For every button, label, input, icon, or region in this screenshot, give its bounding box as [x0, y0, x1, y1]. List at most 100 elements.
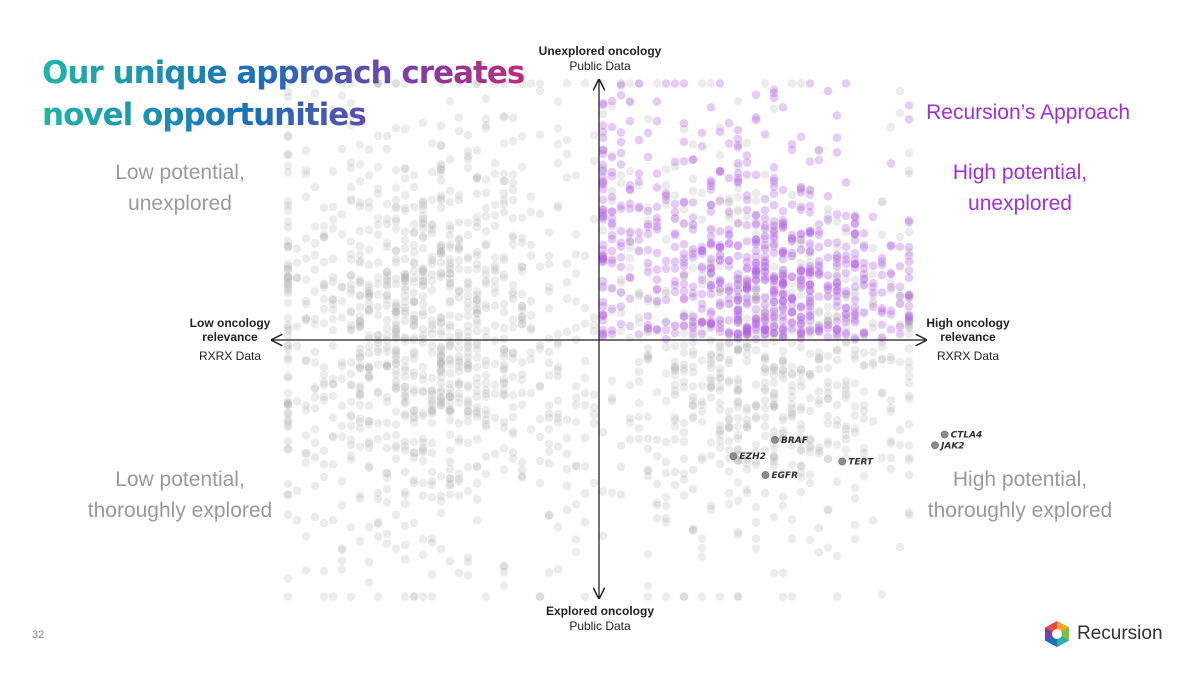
data-point — [301, 356, 311, 365]
data-point — [391, 510, 401, 520]
data-point — [283, 298, 293, 307]
highlight-point — [742, 298, 752, 307]
highlight-point — [796, 280, 806, 289]
data-point — [796, 304, 806, 313]
data-point — [346, 324, 356, 333]
highlight-point — [643, 267, 653, 277]
highlight-point — [715, 167, 725, 176]
data-point — [787, 534, 797, 544]
data-point — [355, 198, 365, 207]
data-point — [382, 291, 392, 301]
data-point — [283, 415, 293, 425]
data-point — [445, 479, 455, 488]
highlight-point — [841, 79, 851, 88]
data-point — [346, 455, 356, 464]
data-point — [364, 522, 374, 532]
data-point — [769, 362, 779, 372]
data-point — [769, 513, 779, 522]
data-point — [679, 491, 689, 500]
data-point — [706, 262, 716, 272]
data-point — [364, 289, 374, 298]
data-point — [544, 568, 554, 577]
data-point — [481, 405, 491, 415]
data-point — [400, 272, 410, 281]
highlight-point — [769, 273, 779, 283]
data-point — [454, 568, 464, 578]
highlight-point — [706, 178, 716, 188]
data-point — [832, 269, 842, 279]
highlight-point — [850, 255, 860, 264]
data-point — [283, 352, 293, 362]
data-point — [391, 420, 401, 429]
data-point — [355, 140, 365, 149]
data-point — [382, 199, 392, 209]
data-point — [796, 369, 806, 378]
data-point — [886, 407, 896, 416]
data-point — [787, 515, 797, 524]
axis-right-title-1: High oncology — [926, 316, 1010, 330]
data-point — [472, 79, 482, 88]
data-point — [571, 171, 581, 180]
highlight-point — [760, 221, 770, 230]
highlight-point — [805, 267, 815, 277]
highlight-point — [598, 133, 608, 143]
data-point — [652, 297, 662, 307]
data-point — [823, 440, 833, 449]
data-point — [400, 499, 410, 509]
data-point — [841, 435, 851, 444]
data-point — [805, 349, 815, 359]
data-point — [760, 355, 770, 365]
data-point — [742, 138, 752, 148]
data-point — [886, 278, 896, 288]
highlight-point — [598, 204, 608, 214]
data-point — [904, 290, 914, 300]
highlight-point — [715, 167, 725, 176]
data-point — [382, 443, 392, 453]
data-point — [706, 363, 716, 373]
data-point — [427, 373, 437, 383]
highlight-point — [760, 316, 770, 326]
data-point — [445, 398, 455, 408]
highlight-point — [769, 189, 779, 198]
highlight-point — [850, 229, 860, 238]
highlight-point — [778, 265, 788, 275]
data-point — [427, 534, 437, 543]
highlight-point — [715, 278, 725, 287]
data-point — [364, 292, 374, 302]
highlight-point — [634, 228, 644, 237]
data-point — [427, 324, 437, 333]
data-point — [481, 469, 491, 479]
data-point — [787, 592, 797, 601]
data-point — [886, 396, 896, 405]
data-point — [364, 171, 374, 180]
data-point — [850, 345, 860, 355]
highlight-point — [634, 204, 644, 213]
data-point — [526, 323, 536, 333]
quadrant-bottom-left: Low potential, thoroughly explored — [55, 464, 305, 526]
data-point — [553, 522, 563, 532]
data-point — [445, 404, 455, 414]
data-point — [832, 420, 842, 430]
data-point — [400, 282, 410, 292]
data-point — [508, 213, 518, 223]
data-point — [454, 434, 464, 444]
data-point — [787, 251, 797, 261]
data-point — [733, 345, 743, 355]
data-point — [328, 325, 338, 335]
data-point — [436, 344, 446, 353]
highlight-point — [679, 261, 689, 271]
data-point — [454, 377, 464, 387]
data-point — [661, 501, 671, 511]
data-point — [823, 394, 833, 404]
data-point — [661, 180, 671, 190]
data-point — [769, 221, 779, 230]
data-point — [778, 429, 788, 438]
highlight-point — [859, 307, 869, 317]
data-point — [508, 402, 518, 412]
data-point — [742, 420, 752, 429]
highlight-point — [796, 202, 806, 212]
data-point — [670, 467, 680, 477]
data-point — [472, 462, 482, 472]
data-point — [832, 551, 842, 561]
highlight-point — [751, 258, 761, 268]
